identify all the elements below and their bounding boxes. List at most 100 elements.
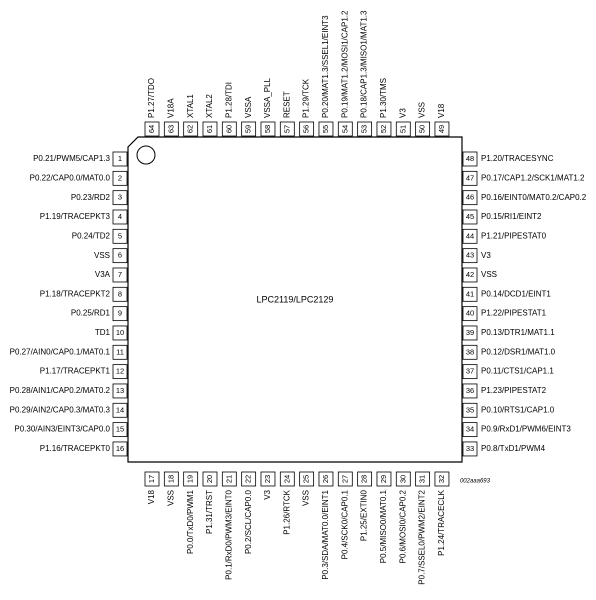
pin-box <box>112 286 128 302</box>
pin-number: 25 <box>302 475 311 483</box>
pin-number: 40 <box>466 309 474 318</box>
pin-label: P1.16/TRACEPKT0 <box>40 444 111 453</box>
pin-box <box>462 383 478 399</box>
pin-number: 32 <box>437 475 446 483</box>
pin-label: P1.22/PIPESTAT1 <box>481 309 547 318</box>
pin-label: P0.18/CAP1.3/MISO1/MAT1.3 <box>360 10 369 118</box>
pin-number: 26 <box>321 475 330 483</box>
pin-label: VSSA <box>244 96 253 118</box>
pin-box <box>241 471 257 487</box>
pin-number: 20 <box>205 475 214 483</box>
pin-number: 60 <box>224 125 233 133</box>
pin-label: V3 <box>481 251 491 260</box>
pin-label: P1.17/TRACEPKT1 <box>40 367 111 376</box>
pin-box <box>112 422 128 438</box>
pin-box <box>112 170 128 186</box>
pin-number: 14 <box>116 405 124 414</box>
pin-label: P0.0/TxD0/PWM1 <box>186 489 195 554</box>
pin-box <box>395 471 411 487</box>
pin-label: VSS <box>302 490 311 506</box>
pin-number: 31 <box>418 475 427 483</box>
pin-box <box>221 121 237 137</box>
pin-label: P1.31/TRST <box>205 490 214 534</box>
pin-number: 7 <box>118 270 122 279</box>
pin-label: P1.24/TRACECLK <box>437 489 446 555</box>
pin-number: 3 <box>118 193 122 202</box>
pin-box <box>279 471 295 487</box>
pin-box <box>434 121 450 137</box>
pin-number: 50 <box>418 125 427 133</box>
pin-number: 44 <box>466 231 474 240</box>
pin-label: V18 <box>437 103 446 118</box>
pin-box <box>337 471 353 487</box>
pin-label: XTAL2 <box>205 94 214 118</box>
pin-number: 48 <box>466 154 474 163</box>
pin-box <box>299 121 315 137</box>
pin-box <box>415 121 431 137</box>
pin-number: 35 <box>466 405 474 414</box>
pin-number: 9 <box>118 309 122 318</box>
pin-label: P0.20/MAT1.3/SSEL1/EINT3 <box>321 15 330 118</box>
pin-label: P0.9/RxD1/PWM6/EINT3 <box>481 425 571 434</box>
pin-label: VSS <box>166 490 175 506</box>
pin-number: 23 <box>263 475 272 483</box>
pin-box <box>434 471 450 487</box>
pin-number: 41 <box>466 289 474 298</box>
pin-box <box>462 344 478 360</box>
pin-box <box>462 364 478 380</box>
pin-label: P0.16/EINT0/MAT0.2/CAP0.2 <box>481 193 587 202</box>
pin-label: P0.4/SCK0/CAP0.1 <box>340 489 349 559</box>
pin-label: P0.22/CAP0.0/MAT0.0 <box>30 173 111 182</box>
pin-label: P0.1/RxD0/PWM3/EINT0 <box>224 489 233 579</box>
pin-number: 21 <box>224 475 233 483</box>
pin-number: 33 <box>466 444 474 453</box>
pin-box <box>112 402 128 418</box>
pin-label: P0.27/AIN0/CAP0.1/MAT0.1 <box>10 347 111 356</box>
pin-box <box>183 471 199 487</box>
pin-number: 27 <box>340 475 349 483</box>
pin-box <box>462 228 478 244</box>
pin-box <box>462 306 478 322</box>
pin-box <box>318 121 334 137</box>
pin-number: 64 <box>147 125 156 133</box>
pin-label: TD1 <box>95 328 111 337</box>
pin-number: 19 <box>186 475 195 483</box>
pin-box <box>112 267 128 283</box>
pin-number: 42 <box>466 270 474 279</box>
pin-box <box>395 121 411 137</box>
pin-label: P1.27/TDO <box>147 78 156 118</box>
pin-box <box>221 471 237 487</box>
pin-label: P0.24/TD2 <box>72 231 111 240</box>
pin-number: 61 <box>205 125 214 133</box>
pin-label: V3A <box>95 270 111 279</box>
pin-box <box>112 344 128 360</box>
pin-number: 51 <box>398 125 407 133</box>
pin-number: 1 <box>118 154 122 163</box>
pin-box <box>202 121 218 137</box>
pin-label: P0.17/CAP1.2/SCK1/MAT1.2 <box>481 173 585 182</box>
pin-box <box>202 471 218 487</box>
pin-box <box>462 170 478 186</box>
pin-box <box>462 441 478 457</box>
pin-box <box>462 402 478 418</box>
pin-number: 29 <box>379 475 388 483</box>
pin-label: V3 <box>398 108 407 118</box>
pin-label: P0.7/SSEL0/PWM2/EINT2 <box>418 489 427 584</box>
pin-label: P0.25/RD1 <box>71 309 111 318</box>
pin-number: 55 <box>321 125 330 133</box>
pin-number: 58 <box>263 125 272 133</box>
pin-number: 63 <box>166 125 175 133</box>
pin-number: 43 <box>466 251 474 260</box>
pin-box <box>112 190 128 206</box>
pin-label: P1.18/TRACEPKT2 <box>40 289 111 298</box>
pin-number: 59 <box>244 125 253 133</box>
pin-number: 53 <box>360 125 369 133</box>
pin-box <box>112 325 128 341</box>
pin-label: P0.10/RTS1/CAP1.0 <box>481 405 555 414</box>
pin-number: 4 <box>118 212 122 221</box>
pin-box <box>112 209 128 225</box>
pin-box <box>112 383 128 399</box>
pin-label: VSSA_PLL <box>263 77 272 118</box>
pin-box <box>462 151 478 167</box>
pin-number: 34 <box>466 425 474 434</box>
